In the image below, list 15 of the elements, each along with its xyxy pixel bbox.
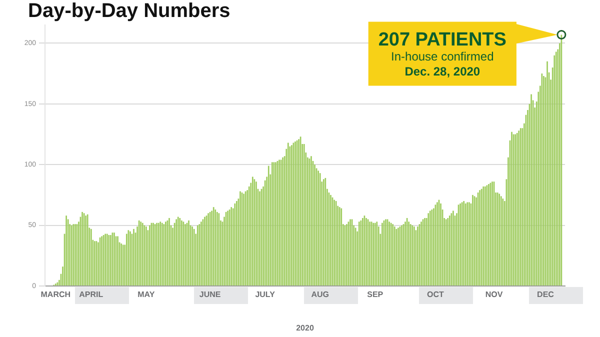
x-tick-label: DEC [537, 290, 554, 300]
x-tick-label: SEP [367, 290, 384, 300]
x-axis-title: 2020 [296, 323, 314, 332]
x-tick-label: JUNE [199, 290, 222, 300]
x-tick-label: MAY [138, 290, 156, 300]
x-tick-label: APRIL [79, 290, 104, 300]
annotation: In-house confirmed [391, 50, 494, 64]
x-tick-label: NOV [485, 290, 504, 300]
x-tick-label: OCT [427, 290, 444, 300]
x-tick-label: AUG [311, 290, 329, 300]
x-tick-label: JULY [255, 290, 276, 300]
annotation: Dec. 28, 2020 [404, 64, 480, 79]
chart-title: Day-by-Day Numbers [28, 0, 230, 22]
annotation: 207 PATIENTS [378, 30, 506, 51]
x-tick-label: MARCH [40, 290, 71, 300]
